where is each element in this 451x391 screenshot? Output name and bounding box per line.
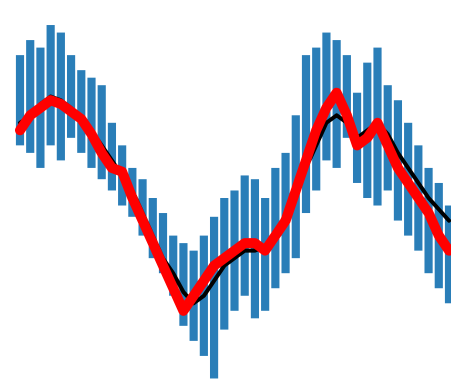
- band-bar-8: [97, 85, 106, 180]
- band-bar-1: [26, 40, 35, 153]
- band-bar-3: [46, 25, 55, 146]
- band-bar-32: [342, 55, 351, 138]
- band-bar-30: [322, 32, 331, 161]
- series-layer: [15, 87, 451, 316]
- band-bar-12: [138, 179, 147, 236]
- band-layer: [15, 25, 451, 379]
- band-bar-19: [209, 216, 219, 379]
- band-bar-0: [15, 55, 25, 146]
- band-bar-9: [107, 122, 117, 191]
- band-bar-22: [240, 175, 249, 296]
- band-bar-15: [169, 235, 178, 296]
- band-bar-14: [158, 213, 168, 274]
- band-bar-7: [87, 77, 96, 168]
- band-bar-28: [301, 55, 311, 214]
- band-bar-13: [148, 198, 157, 259]
- band-bar-16: [179, 243, 188, 326]
- band-bar-6: [77, 70, 86, 153]
- series-line-1: [15, 87, 451, 316]
- band-bar-5: [66, 55, 76, 138]
- band-bar-4: [56, 32, 65, 161]
